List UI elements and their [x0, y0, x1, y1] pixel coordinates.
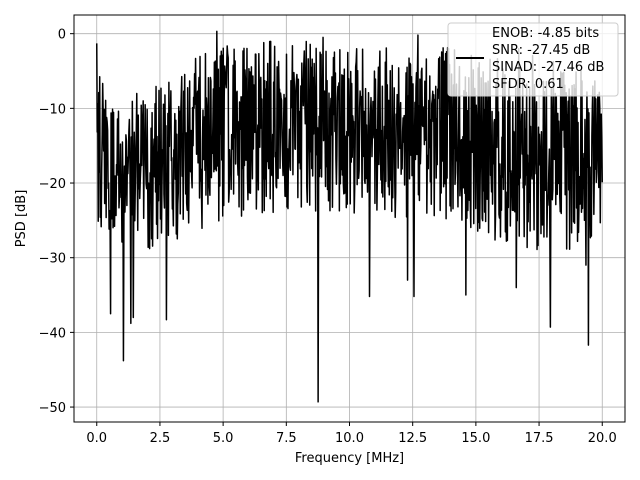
y-axis-ticks: 0 −10 −20 −30 −40 −50 — [39, 28, 74, 416]
y-tick-label: 0 — [58, 28, 66, 43]
y-tick-label: −10 — [39, 102, 66, 117]
x-tick-label: 15.0 — [461, 431, 490, 446]
x-tick-label: 20.0 — [588, 431, 617, 446]
x-axis-ticks: 0.0 2.5 5.0 7.5 10.0 12.5 15.0 17.5 20.0 — [86, 422, 617, 446]
x-tick-label: 17.5 — [525, 431, 554, 446]
x-tick-label: 12.5 — [398, 431, 427, 446]
psd-series-line — [96, 30, 603, 403]
legend-sinad-text: SINAD: -27.46 dB — [492, 60, 604, 75]
psd-line-group — [96, 30, 603, 403]
y-tick-label: −40 — [39, 326, 66, 341]
legend: ENOB: -4.85 bits SNR: -27.45 dB SINAD: -… — [447, 22, 619, 97]
legend-sfdr-text: SFDR: 0.61 — [492, 77, 564, 92]
legend-enob-text: ENOB: -4.85 bits — [492, 26, 599, 41]
y-tick-label: −20 — [39, 177, 66, 192]
legend-box — [447, 22, 619, 97]
y-axis-label: PSD [dB] — [14, 190, 29, 248]
legend-snr-text: SNR: -27.45 dB — [492, 43, 590, 58]
x-tick-label: 10.0 — [335, 431, 364, 446]
x-tick-label: 5.0 — [213, 431, 234, 446]
y-tick-label: −50 — [39, 401, 66, 416]
x-axis-label: Frequency [MHz] — [295, 451, 404, 466]
y-tick-label: −30 — [39, 252, 66, 267]
x-tick-label: 2.5 — [150, 431, 171, 446]
x-tick-label: 0.0 — [86, 431, 107, 446]
x-tick-label: 7.5 — [276, 431, 297, 446]
